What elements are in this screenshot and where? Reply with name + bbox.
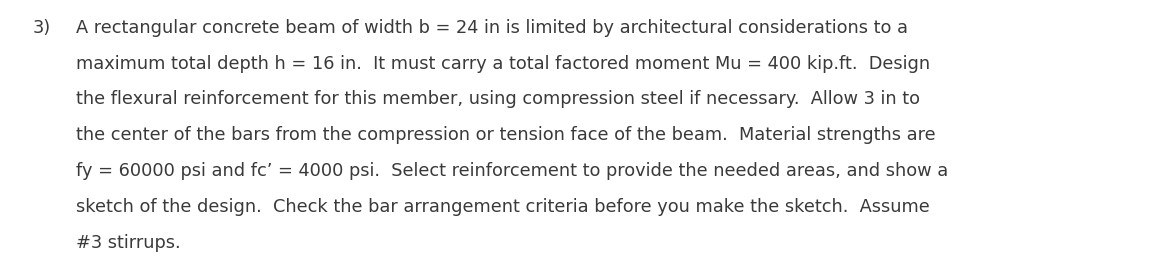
Text: A rectangular concrete beam of width b = 24 in is limited by architectural consi: A rectangular concrete beam of width b =… xyxy=(76,19,908,37)
Text: sketch of the design.  Check the bar arrangement criteria before you make the sk: sketch of the design. Check the bar arra… xyxy=(76,198,930,216)
Text: the center of the bars from the compression or tension face of the beam.  Materi: the center of the bars from the compress… xyxy=(76,126,936,144)
Text: maximum total depth h = 16 in.  It must carry a total factored moment Mu = 400 k: maximum total depth h = 16 in. It must c… xyxy=(76,55,930,73)
Text: fy = 60000 psi and fc’ = 4000 psi.  Select reinforcement to provide the needed a: fy = 60000 psi and fc’ = 4000 psi. Selec… xyxy=(76,162,949,180)
Text: the flexural reinforcement for this member, using compression steel if necessary: the flexural reinforcement for this memb… xyxy=(76,90,920,109)
Text: #3 stirrups.: #3 stirrups. xyxy=(76,234,180,252)
Text: 3): 3) xyxy=(33,19,51,37)
